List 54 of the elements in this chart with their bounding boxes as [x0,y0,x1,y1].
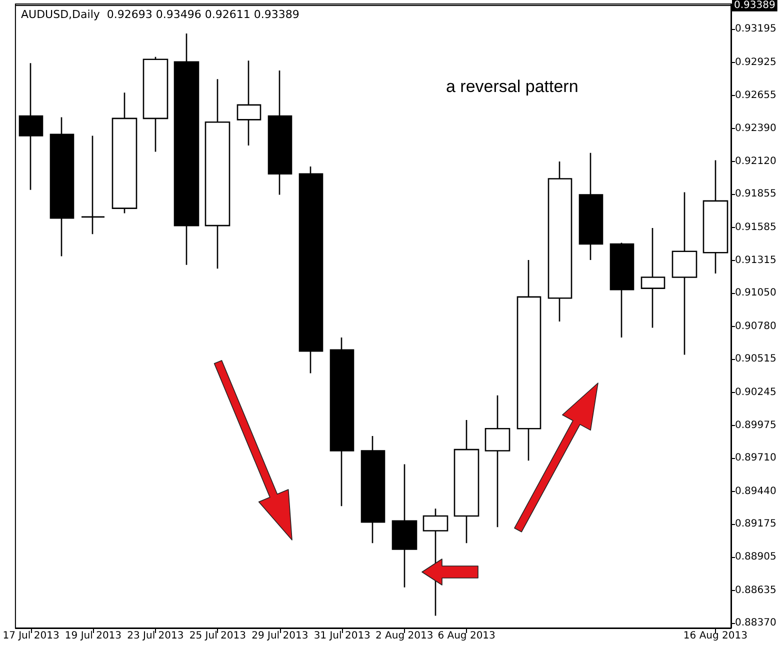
candlestick [702,160,728,274]
candlestick [454,419,480,544]
candlestick [80,135,106,235]
y-tick-label: 0.90780 [735,320,776,332]
y-tick-label: 0.91855 [735,188,776,200]
y-tick-label: 0.89975 [735,420,776,432]
x-tick-label: 23 Jul 2013 [127,630,184,642]
y-tick-label: 0.89175 [735,518,776,530]
y-tick-label: 0.92120 [735,156,776,168]
x-tick-label: 2 Aug 2013 [375,630,434,642]
y-tick-label: 0.88905 [735,552,776,563]
candlestick [640,227,666,328]
candlestick [112,92,138,214]
candlestick [204,78,230,270]
candlestick [236,60,262,146]
candlestick [18,62,44,190]
x-tick-label: 25 Jul 2013 [189,630,246,642]
candlestick [516,259,542,462]
y-tick-label: 0.88370 [735,618,776,629]
y-tick-label: 0.92925 [735,56,776,68]
y-tick-label: 0.91315 [735,255,776,266]
candlestick [392,464,418,588]
x-tick-label: 17 Jul 2013 [2,630,60,642]
candlestick [484,394,510,528]
y-tick-label: 0.92655 [735,90,776,102]
ref-line-label: 0.93389 [734,0,776,11]
candlestick [578,152,604,261]
x-tick-label: 19 Jul 2013 [64,630,122,642]
candlestick [610,242,634,338]
candlestick [360,435,386,544]
candlestick [422,508,448,616]
candlestick [174,32,200,266]
candlestick [268,70,292,196]
y-tick-label: 0.93195 [735,24,776,35]
x-tick-label: 16 Aug 2013 [683,630,748,642]
candlestick [330,336,354,507]
candlestick [298,166,324,374]
annotation: a reversal pattern [446,77,578,96]
candlestick [142,56,168,152]
candlestick [672,192,698,356]
chart-title: AUDUSD,Daily 0.92693 0.93496 0.92611 0.93389 [21,8,300,21]
y-tick-label: 0.90245 [735,386,776,398]
y-tick-label: 0.90515 [735,354,776,365]
candlestick [50,116,74,257]
y-tick-label: 0.88635 [735,584,776,596]
y-tick-label: 0.91585 [735,222,776,233]
x-tick-label: 31 Jul 2013 [314,630,370,642]
x-tick-label: 29 Jul 2013 [252,630,308,642]
y-tick-label: 0.91050 [735,288,776,299]
y-tick-label: 0.92390 [735,122,776,134]
y-tick-label: 0.89710 [735,452,776,464]
y-tick-label: 0.89440 [735,486,776,497]
candlestick [548,160,572,322]
x-tick-label: 6 Aug 2013 [438,630,496,642]
